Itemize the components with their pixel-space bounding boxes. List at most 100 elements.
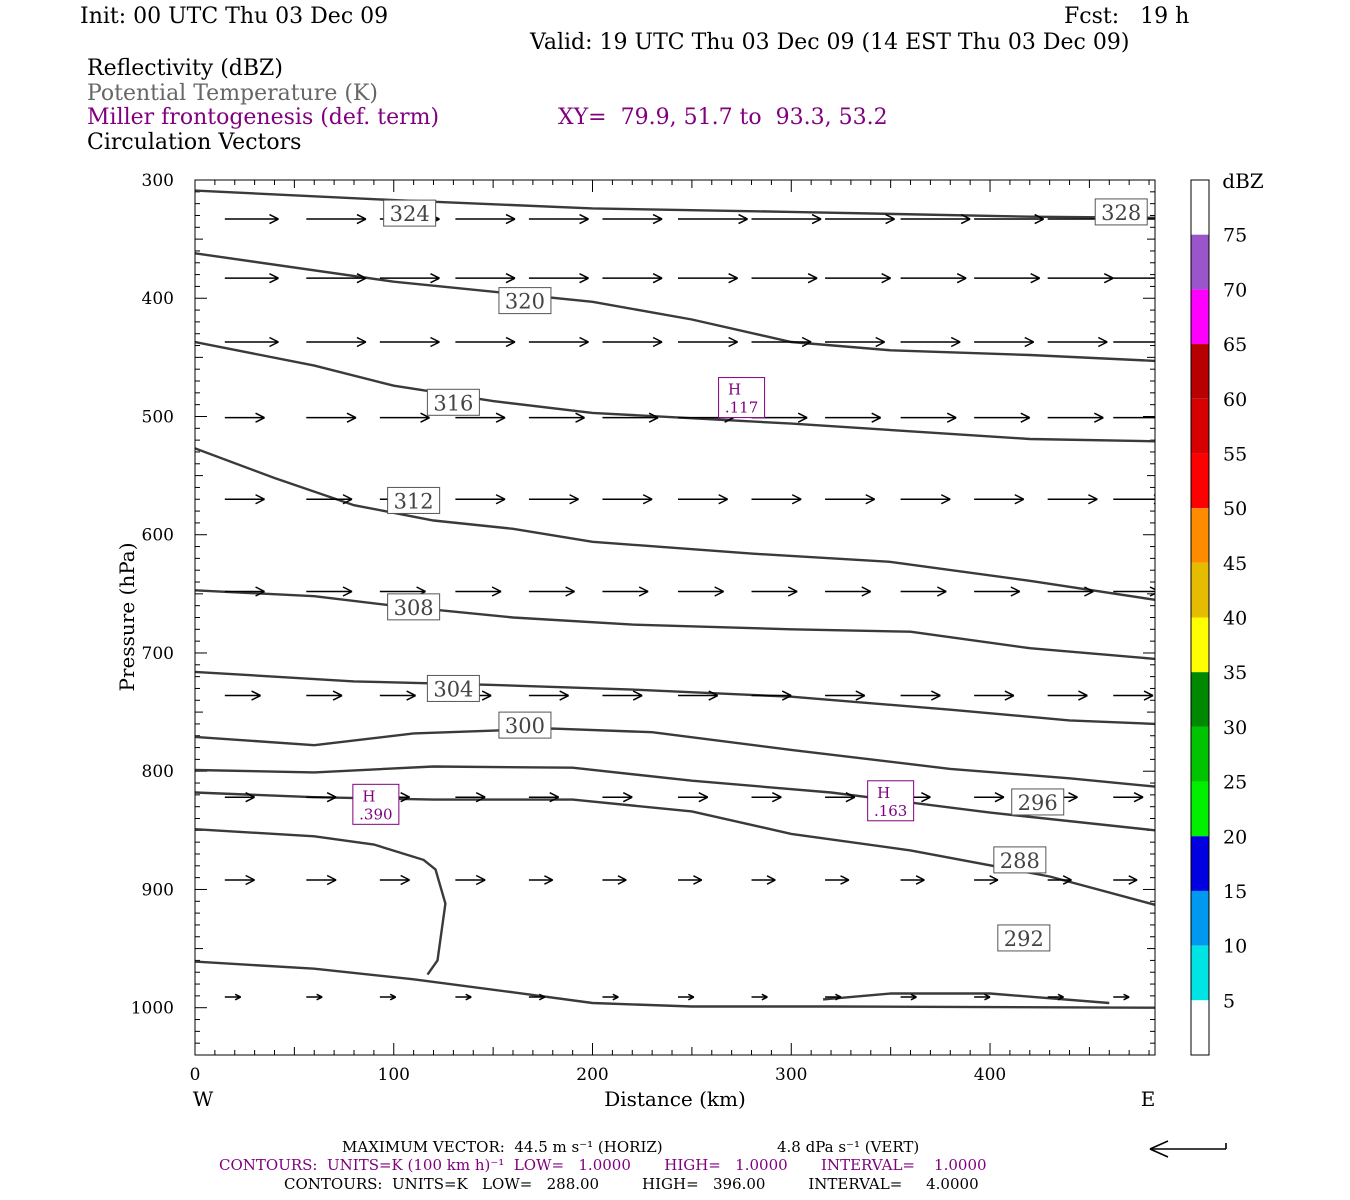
y-axis-title: Pressure (hPa): [115, 543, 139, 692]
colorbar-level-label: 55: [1223, 443, 1247, 465]
circulation-vector: [974, 993, 991, 1001]
theta-contour-312: [195, 589, 1155, 661]
circulation-vector: [751, 993, 768, 1001]
frontogenesis-max-box: [718, 377, 766, 419]
colorbar-level-label: 60: [1223, 389, 1247, 411]
circulation-vector: [455, 213, 516, 225]
circulation-vector: [825, 213, 895, 225]
frontogenesis-max-label: H: [362, 787, 375, 805]
circulation-vector: [900, 412, 957, 423]
reflectivity-colorbar: 5 10 15 20 25 30 35 40 45 50 55 60 65 70 75: [1190, 179, 1247, 1056]
colorbar-swatch: [1191, 945, 1209, 1001]
contour-label: 308: [394, 596, 434, 620]
circulation-vector: [677, 690, 719, 701]
circulation-vector: [528, 272, 589, 284]
colorbar-swatch: [1191, 398, 1209, 454]
contour-label-box: [383, 199, 437, 227]
circulation-vector: [306, 690, 343, 701]
circulation-vector: [900, 993, 917, 1001]
contours-theta-info: CONTOURS: UNITS=K LOW= 288.00 HIGH= 396.…: [284, 1175, 979, 1193]
circulation-vector: [751, 494, 802, 505]
circulation-vector: [224, 874, 255, 886]
circulation-vector: [900, 213, 971, 225]
contour-label-box: [426, 388, 480, 416]
frontogenesis-max-value: .163: [874, 802, 907, 820]
colorbar-unit: dBZ: [1222, 169, 1264, 193]
circulation-vector: [602, 494, 653, 505]
circulation-vector: [602, 336, 663, 348]
contour-label-box: [997, 924, 1051, 952]
contour-label: 300: [505, 714, 545, 738]
circulation-vector: [379, 336, 440, 348]
circulation-vector: [224, 792, 255, 803]
circulation-vector: [455, 494, 506, 505]
circulation-vector: [455, 993, 472, 1001]
circulation-vector: [528, 690, 570, 701]
colorbar-swatch: [1191, 508, 1209, 563]
theta-contour-292: [195, 828, 447, 976]
colorbar-level-label: 45: [1223, 553, 1247, 575]
circulation-vector: [224, 586, 265, 597]
colorbar-level-label: 30: [1223, 717, 1247, 739]
circulation-vector: [224, 993, 242, 1001]
circulation-vector: [379, 874, 410, 886]
x-tick-label: 100: [378, 1065, 410, 1085]
circulation-vector: [677, 213, 748, 225]
circulation-vector: [528, 993, 546, 1001]
circulation-vector: [224, 336, 279, 348]
circulation-vector: [1047, 494, 1098, 505]
contour-label: 324: [390, 202, 430, 226]
circulation-vector: [677, 993, 695, 1001]
circulation-vector: [751, 690, 792, 701]
circulation-vector: [900, 336, 961, 348]
contour-label: 296: [1018, 791, 1058, 815]
circulation-vector: [751, 213, 822, 225]
circulation-vector: [528, 875, 554, 885]
circulation-vector: [224, 272, 279, 284]
colorbar-swatch: [1191, 890, 1209, 946]
circulation-vector: [974, 412, 1031, 423]
contour-label: 316: [433, 391, 473, 415]
colorbar-level-label: 15: [1223, 881, 1247, 903]
colorbar-level-label: 50: [1223, 498, 1247, 520]
cross-section-coords: XY= 79.9, 51.7 to 93.3, 53.2: [558, 105, 888, 130]
y-tick-label: 500: [142, 407, 174, 427]
circulation-vector: [455, 586, 502, 597]
colorbar-level-label: 5: [1223, 990, 1235, 1012]
circulation-vector: [602, 875, 627, 885]
y-tick-label: 400: [142, 289, 174, 309]
contour-label-box: [498, 711, 552, 739]
circulation-vectors: [224, 213, 1155, 1001]
circulation-vector: [306, 792, 337, 803]
colorbar-level-label: 70: [1223, 279, 1247, 301]
circulation-vector: [455, 336, 516, 348]
circulation-vector: [306, 213, 367, 225]
forecast-hour: Fcst: 19 h: [1064, 4, 1190, 29]
max-vector-vert: 4.8 dPa s⁻¹ (VERT): [777, 1138, 920, 1156]
circulation-vector: [224, 412, 265, 423]
colorbar-swatch: [1191, 672, 1209, 727]
colorbar-level-label: 20: [1223, 826, 1247, 848]
circulation-vector: [1113, 993, 1130, 1001]
y-tick-label: 1000: [131, 999, 174, 1019]
circulation-vector: [455, 272, 516, 284]
field-frontogenesis: Miller frontogenesis (def. term): [87, 105, 440, 130]
circulation-vector: [825, 993, 842, 1001]
x-axis-title: Distance (km): [604, 1087, 746, 1111]
circulation-vector: [825, 875, 850, 885]
contour-label: 312: [394, 489, 434, 513]
circulation-vector: [1047, 993, 1064, 1001]
circulation-vector: [825, 272, 891, 284]
colorbar-swatch: [1191, 836, 1209, 891]
circulation-vector: [1113, 586, 1155, 597]
colorbar-swatch: [1191, 289, 1209, 345]
circulation-vector: [1113, 277, 1155, 279]
circulation-vector: [1047, 875, 1072, 885]
circulation-vector: [677, 875, 703, 885]
circulation-vector: [1047, 690, 1088, 701]
plot-frame: [194, 179, 1156, 1056]
y-tick-label: 800: [142, 762, 174, 782]
circulation-vector: [974, 690, 1015, 701]
circulation-vector: [677, 586, 725, 597]
